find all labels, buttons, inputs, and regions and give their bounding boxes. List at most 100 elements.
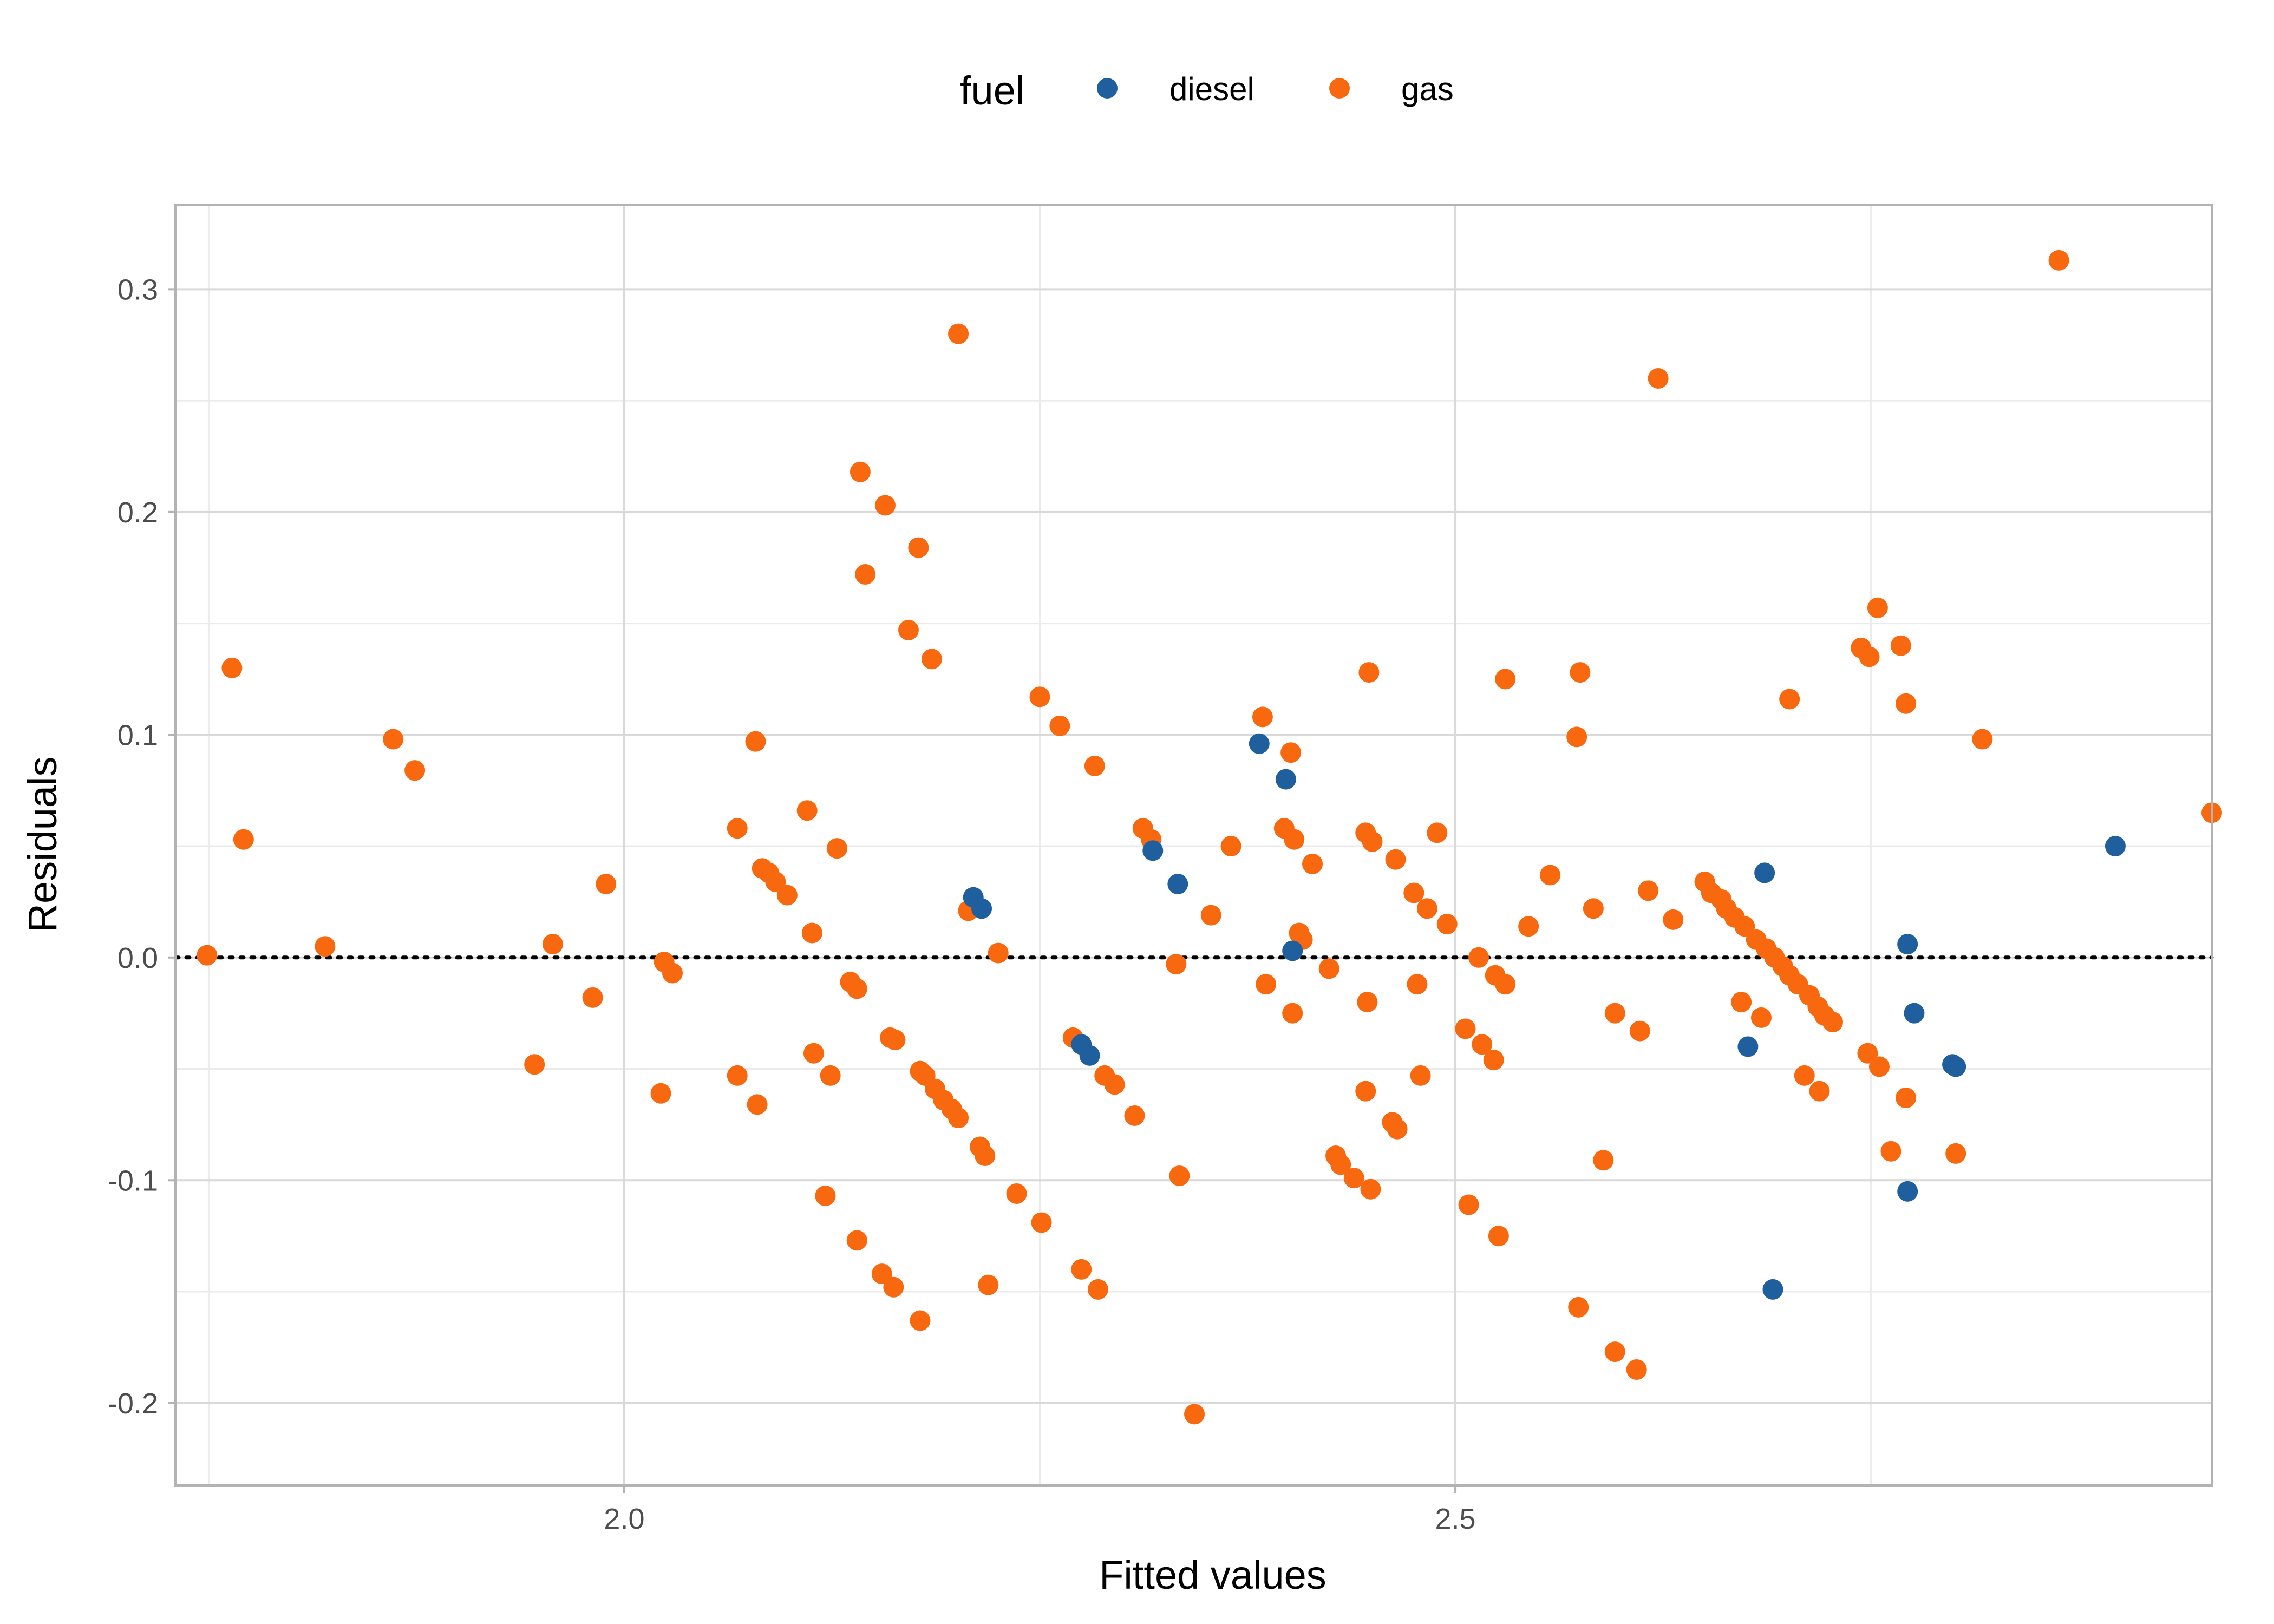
data-point-gas [1049, 715, 1070, 736]
minor-gridlines [175, 205, 2212, 1485]
y-tick-label: 0.2 [117, 496, 158, 529]
data-point-gas [582, 987, 603, 1008]
data-point-gas [1629, 1020, 1650, 1042]
data-point-gas [542, 934, 563, 955]
data-point-gas [1880, 1141, 1901, 1162]
data-point-gas [898, 619, 919, 640]
data-point-diesel [1282, 940, 1303, 961]
data-point-gas [1410, 1065, 1431, 1086]
data-point-gas [1184, 1404, 1205, 1425]
data-point-gas [1029, 686, 1050, 708]
data-point-gas [1006, 1183, 1027, 1204]
data-point-gas [1385, 849, 1406, 870]
data-point-gas [1282, 1003, 1303, 1024]
data-point-gas [650, 1083, 671, 1104]
data-point-gas [1972, 729, 1993, 750]
data-point-gas [1568, 1296, 1589, 1318]
data-point-gas [908, 537, 929, 558]
data-point-gas [1495, 669, 1516, 690]
x-axis-title: Fitted values [1099, 1553, 1327, 1597]
data-point-gas [885, 1030, 906, 1051]
data-point-gas [1362, 831, 1383, 852]
data-point-gas [315, 936, 336, 957]
data-point-gas [1458, 1194, 1479, 1215]
data-point-gas [801, 922, 822, 944]
data-point-diesel [1754, 862, 1775, 883]
data-point-gas [1472, 1034, 1493, 1055]
data-point-gas [1169, 1165, 1190, 1187]
data-point-diesel [1762, 1279, 1783, 1300]
data-point-gas [826, 838, 847, 859]
data-point-gas [815, 1186, 836, 1207]
data-point-diesel [1945, 1056, 1966, 1077]
data-point-gas [1360, 1178, 1381, 1200]
data-point-gas [524, 1054, 545, 1075]
y-tick-label: 0.0 [117, 942, 158, 974]
data-point-gas [975, 1145, 996, 1167]
data-point-gas [1859, 646, 1880, 667]
x-tick-label: 2.0 [604, 1503, 644, 1535]
data-point-diesel [1897, 1181, 1918, 1202]
data-point-gas [1280, 742, 1302, 763]
data-point-gas [1166, 954, 1187, 975]
data-point-gas [221, 657, 243, 678]
legend-key-gas [1329, 78, 1350, 99]
data-point-gas [910, 1310, 931, 1331]
data-point-gas [1416, 898, 1437, 919]
data-point-gas [1252, 706, 1273, 728]
data-point-gas [1822, 1012, 1843, 1033]
data-point-gas [1626, 1359, 1647, 1380]
panel-border [174, 204, 2213, 1487]
data-point-gas [2048, 250, 2069, 271]
legend-label-gas: gas [1401, 71, 1454, 107]
data-point-gas [1302, 853, 1323, 874]
data-point-gas [1427, 822, 1448, 843]
data-point-gas [1857, 1043, 1878, 1064]
data-point-gas [796, 800, 818, 821]
data-point-gas [948, 1108, 969, 1129]
data-point-gas [1355, 1081, 1376, 1102]
data-point-gas [1648, 368, 1669, 389]
data-point-gas [1358, 662, 1380, 683]
data-point-gas [1407, 974, 1428, 995]
data-point-gas [1403, 882, 1424, 903]
data-point-diesel [1167, 874, 1188, 895]
data-point-gas [1896, 1088, 1917, 1109]
data-point-gas [1071, 1259, 1092, 1280]
data-point-diesel [1904, 1003, 1925, 1024]
data-point-gas [727, 818, 748, 839]
data-point-gas [1809, 1081, 1830, 1102]
data-point-gas [1104, 1074, 1125, 1095]
data-point-gas [1343, 1168, 1364, 1189]
data-point-gas [988, 942, 1009, 964]
data-point-gas [1284, 829, 1305, 850]
data-point-gas [1750, 1007, 1772, 1028]
data-point-gas [197, 945, 218, 966]
data-point-gas [1518, 916, 1539, 937]
data-point-gas [1124, 1105, 1145, 1126]
plot-panel [173, 204, 2222, 1487]
legend-key-diesel [1097, 78, 1118, 99]
data-point-gas [1604, 1003, 1625, 1024]
data-point-gas [1087, 1279, 1108, 1300]
data-point-gas [662, 962, 683, 984]
data-point-gas [948, 323, 969, 344]
y-axis: -0.2 -0.1 0.0 0.1 0.2 0.3 [108, 273, 175, 1420]
y-axis-title: Residuals [20, 757, 65, 933]
data-point-gas [883, 1276, 904, 1298]
data-point-gas [727, 1065, 748, 1086]
data-point-gas [921, 649, 942, 670]
data-point-gas [1570, 662, 1591, 683]
data-point-diesel [1737, 1036, 1759, 1057]
data-point-gas [1734, 916, 1755, 937]
data-point-gas [233, 829, 254, 850]
data-point-gas [1436, 914, 1458, 935]
y-tick-label: -0.2 [108, 1387, 158, 1420]
data-point-diesel [1275, 769, 1296, 790]
x-axis: 2.0 2.5 [604, 1485, 1476, 1535]
data-point-gas [1604, 1341, 1625, 1363]
data-point-gas [1357, 992, 1378, 1013]
data-point-gas [404, 760, 426, 781]
data-points [197, 250, 2222, 1425]
